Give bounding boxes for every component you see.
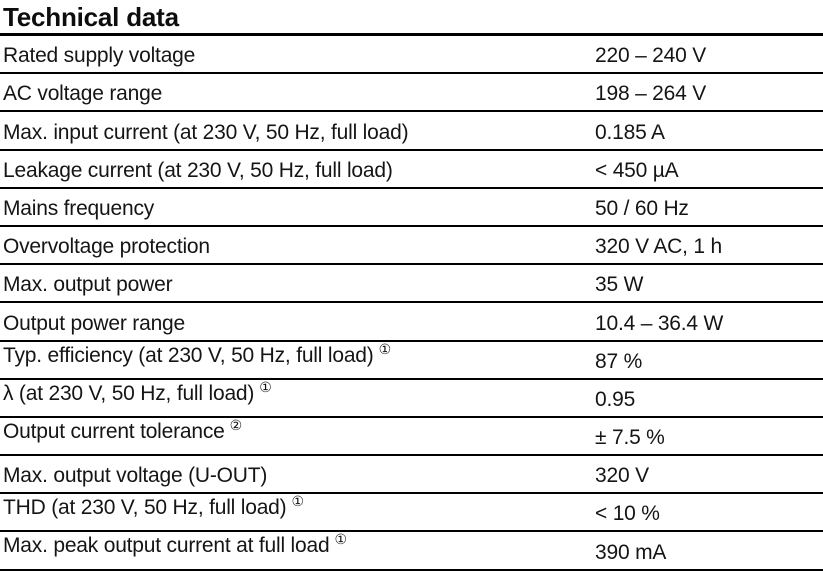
spec-value: ± 7.5 % <box>595 426 665 450</box>
table-row: Output current tolerance ② ± 7.5 % <box>0 418 823 457</box>
page-title: Technical data <box>3 2 179 32</box>
table-row: Max. output power 35 W <box>0 265 823 304</box>
table-row: Output power range 10.4 – 36.4 W <box>0 303 823 342</box>
table-row: Max. output voltage (U-OUT) 320 V <box>0 456 823 495</box>
spec-table: Rated supply voltage 220 – 240 V AC volt… <box>0 36 823 571</box>
spec-label-text: Typ. efficiency (at 230 V, 50 Hz, full l… <box>3 343 374 367</box>
spec-label: Typ. efficiency (at 230 V, 50 Hz, full l… <box>0 342 595 368</box>
table-row: Max. peak output current at full load ① 3… <box>0 532 823 571</box>
spec-value: < 450 µA <box>595 158 679 182</box>
table-row: AC voltage range 198 – 264 V <box>0 74 823 113</box>
spec-label: Max. output voltage (U-OUT) <box>0 464 595 492</box>
table-row: Max. input current (at 230 V, 50 Hz, ful… <box>0 112 823 151</box>
spec-label-text: Max. output voltage (U-OUT) <box>3 464 268 488</box>
footnote-mark: ① <box>378 341 392 357</box>
spec-label: Max. output power <box>0 273 595 301</box>
spec-value: 320 V <box>595 464 649 488</box>
footnote-mark: ① <box>291 494 305 510</box>
table-row: Overvoltage protection 320 V AC, 1 h <box>0 227 823 266</box>
spec-label: Max. input current (at 230 V, 50 Hz, ful… <box>0 121 595 149</box>
spec-label: THD (at 230 V, 50 Hz, full load) ① <box>0 494 595 520</box>
spec-label-text: Rated supply voltage <box>3 44 196 68</box>
table-row: Leakage current (at 230 V, 50 Hz, full l… <box>0 151 823 189</box>
spec-label-text: λ (at 230 V, 50 Hz, full load) <box>3 381 255 405</box>
spec-value: 390 mA <box>595 540 667 564</box>
table-row: Typ. efficiency (at 230 V, 50 Hz, full l… <box>0 342 823 380</box>
spec-label: Max. peak output current at full load ① <box>0 532 595 558</box>
spec-label: Overvoltage protection <box>0 235 595 263</box>
spec-label: λ (at 230 V, 50 Hz, full load) ① <box>0 380 595 406</box>
spec-label-text: Output power range <box>3 311 186 335</box>
spec-label: AC voltage range <box>0 82 595 110</box>
spec-label: Leakage current (at 230 V, 50 Hz, full l… <box>0 159 595 187</box>
spec-value: 35 W <box>595 273 644 297</box>
spec-label-text: AC voltage range <box>3 82 163 106</box>
footnote-mark: ① <box>259 379 272 395</box>
spec-value: 0.185 A <box>595 120 665 144</box>
spec-value: 87 % <box>595 349 643 373</box>
table-row: THD (at 230 V, 50 Hz, full load) ① < 10 % <box>0 494 823 533</box>
spec-value: 220 – 240 V <box>595 44 707 68</box>
table-row: Mains frequency 50 / 60 Hz <box>0 189 823 227</box>
spec-value: 320 V AC, 1 h <box>595 235 722 259</box>
spec-value: 10.4 – 36.4 W <box>595 311 724 335</box>
spec-value: 198 – 264 V <box>595 82 707 106</box>
spec-label: Output power range <box>0 312 595 340</box>
spec-label-text: Max. input current (at 230 V, 50 Hz, ful… <box>3 120 409 144</box>
table-row: Rated supply voltage 220 – 240 V <box>0 36 823 75</box>
spec-value: 0.95 <box>595 387 636 411</box>
spec-label: Rated supply voltage <box>0 44 595 72</box>
spec-label-text: Max. peak output current at full load <box>3 534 330 558</box>
spec-label-text: Mains frequency <box>3 196 155 220</box>
spec-label-text: Output current tolerance <box>3 419 225 443</box>
section-header: Technical data <box>0 0 823 36</box>
spec-label-text: Leakage current (at 230 V, 50 Hz, full l… <box>3 158 393 182</box>
spec-label: Mains frequency <box>0 197 595 225</box>
table-row: λ (at 230 V, 50 Hz, full load) ① 0.95 <box>0 380 823 418</box>
footnote-mark: ② <box>229 417 243 433</box>
spec-label-text: Max. output power <box>3 273 173 297</box>
spec-label: Output current tolerance ② <box>0 418 595 444</box>
spec-label-text: Overvoltage protection <box>3 235 210 259</box>
footnote-mark: ① <box>334 532 348 548</box>
spec-label-text: THD (at 230 V, 50 Hz, full load) <box>3 496 287 520</box>
spec-value: < 10 % <box>595 502 660 526</box>
spec-value: 50 / 60 Hz <box>595 196 689 220</box>
